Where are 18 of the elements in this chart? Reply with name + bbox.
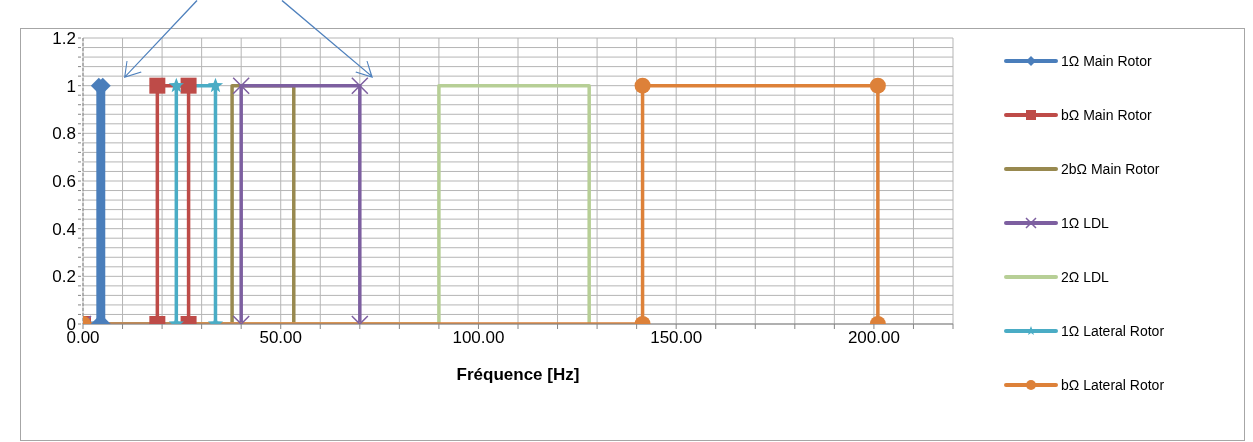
y-tick-label: 0.4 [52,219,76,239]
legend-label: 1Ω Main Rotor [1061,53,1152,69]
legend-label: 2Ω LDL [1061,269,1109,285]
y-tick-label: 0.8 [52,124,76,144]
y-tick-label: 1.2 [52,29,76,49]
x-tick-label: 150.00 [650,328,703,348]
y-tick-label: 0.2 [52,267,76,287]
legend-label: 2bΩ Main Rotor [1061,161,1160,177]
y-tick-label: 1 [66,76,76,96]
x-tick-label: 100.00 [452,328,505,348]
x-tick-label: 200.00 [847,328,900,348]
legend-label: bΩ Lateral Rotor [1061,377,1165,393]
legend-label: bΩ Main Rotor [1061,107,1152,123]
legend-label: 1Ω LDL [1061,215,1109,231]
x-tick-label: 50.00 [259,328,302,348]
y-tick-label: 0.6 [52,172,76,192]
legend-label: 1Ω Lateral Rotor [1061,323,1165,339]
x-axis-title: Fréquence [Hz] [456,365,580,384]
